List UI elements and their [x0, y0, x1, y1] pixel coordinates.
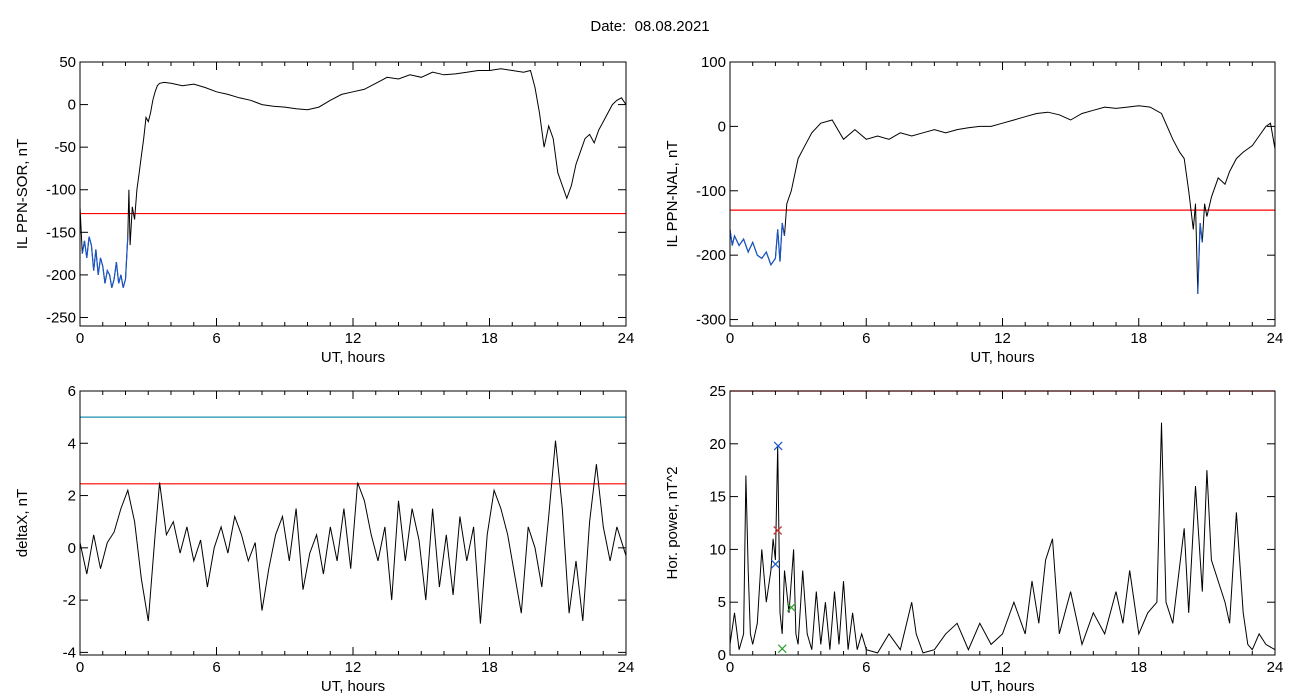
x-tick-label: 12 [345, 330, 362, 347]
y-tick-label: -200 [696, 247, 726, 264]
x-axis-label: UT, hours [970, 349, 1034, 366]
event-marker [770, 559, 780, 569]
x-axis-label: UT, hours [321, 349, 385, 366]
y-tick-label: 20 [709, 436, 726, 453]
y-axis-label: Hor. power, nT^2 [664, 467, 681, 580]
series-line [729, 422, 1276, 654]
y-tick-label: -4 [63, 644, 76, 661]
x-tick-label: 12 [994, 330, 1011, 347]
series-line [79, 68, 627, 288]
date-value: 08.08.2021 [634, 18, 710, 35]
y-tick-label: 0 [718, 647, 726, 664]
x-tick-label: 6 [862, 330, 870, 347]
plot-frame [79, 61, 627, 327]
series-line-below-threshold [729, 222, 786, 267]
y-tick-label: -50 [54, 139, 76, 156]
y-tick-label: 2 [68, 488, 76, 505]
y-tick-label: 100 [701, 54, 726, 71]
x-tick-label: 18 [1130, 330, 1147, 347]
x-tick-label: 0 [726, 330, 734, 347]
y-tick-label: 0 [68, 540, 76, 557]
event-marker [786, 603, 796, 612]
x-tick-label: 24 [618, 330, 635, 347]
y-tick-label: -100 [46, 182, 76, 199]
panel-il-ppn-sor: 0 6 12 18 24 50 0 -50 -100 -150 -200 -250 UT, hours I… [14, 54, 634, 366]
y-tick-label: -150 [46, 224, 76, 241]
y-tick-label: 25 [709, 383, 726, 400]
x-tick-label: 18 [1130, 659, 1147, 676]
series-line [729, 105, 1276, 294]
y-tick-label: -2 [63, 592, 76, 609]
date-label: Date: [590, 18, 627, 35]
series-line-below-threshold [1197, 222, 1203, 294]
y-tick-label: -300 [696, 312, 726, 329]
y-tick-label: 0 [718, 118, 726, 135]
x-tick-label: 24 [618, 659, 635, 676]
x-tick-label: 12 [345, 659, 362, 676]
date-header: Date: 08.08.2021 [0, 18, 1300, 35]
x-tick-label: 6 [862, 659, 870, 676]
y-tick-label: -200 [46, 267, 76, 284]
x-tick-label: 24 [1267, 659, 1284, 676]
series-line-below-threshold [81, 236, 129, 288]
y-axis-label: IL PPN-SOR, nT [14, 139, 31, 249]
y-axis-label: IL PPN-NAL, nT [664, 141, 681, 248]
y-tick-label: 6 [68, 383, 76, 400]
y-tick-label: 50 [59, 54, 76, 71]
x-tick-label: 6 [212, 330, 220, 347]
plot-frame [79, 390, 627, 656]
y-tick-label: 4 [68, 435, 76, 452]
y-tick-label: -100 [696, 183, 726, 200]
y-tick-label: 15 [709, 489, 726, 506]
x-axis-label: UT, hours [321, 678, 385, 695]
x-tick-label: 0 [726, 659, 734, 676]
x-axis-label: UT, hours [970, 678, 1034, 695]
event-marker [777, 644, 787, 654]
y-tick-label: -250 [46, 309, 76, 326]
x-tick-label: 18 [481, 330, 498, 347]
x-tick-label: 24 [1267, 330, 1284, 347]
plot-frame [729, 61, 1276, 327]
panel-deltax: 0 6 12 18 24 6 4 2 0 -2 -4 UT, hours deltaX, nT [14, 383, 634, 695]
x-tick-label: 0 [76, 659, 84, 676]
event-marker [773, 441, 783, 451]
y-axis-label: deltaX, nT [14, 489, 31, 557]
y-tick-label: 0 [68, 97, 76, 114]
x-tick-label: 0 [76, 330, 84, 347]
y-tick-label: 5 [718, 594, 726, 611]
x-tick-label: 12 [994, 659, 1011, 676]
panel-hor-power: 0 6 12 18 24 25 20 15 10 5 0 UT, hours Hor. power, n… [664, 383, 1283, 695]
panel-il-ppn-nal: 0 6 12 18 24 100 0 -100 -200 -300 UT, hours IL PPN-… [664, 54, 1283, 366]
x-tick-label: 18 [481, 659, 498, 676]
y-tick-label: 10 [709, 541, 726, 558]
series-line [79, 440, 627, 624]
x-tick-label: 6 [212, 659, 220, 676]
event-marker [773, 525, 783, 535]
